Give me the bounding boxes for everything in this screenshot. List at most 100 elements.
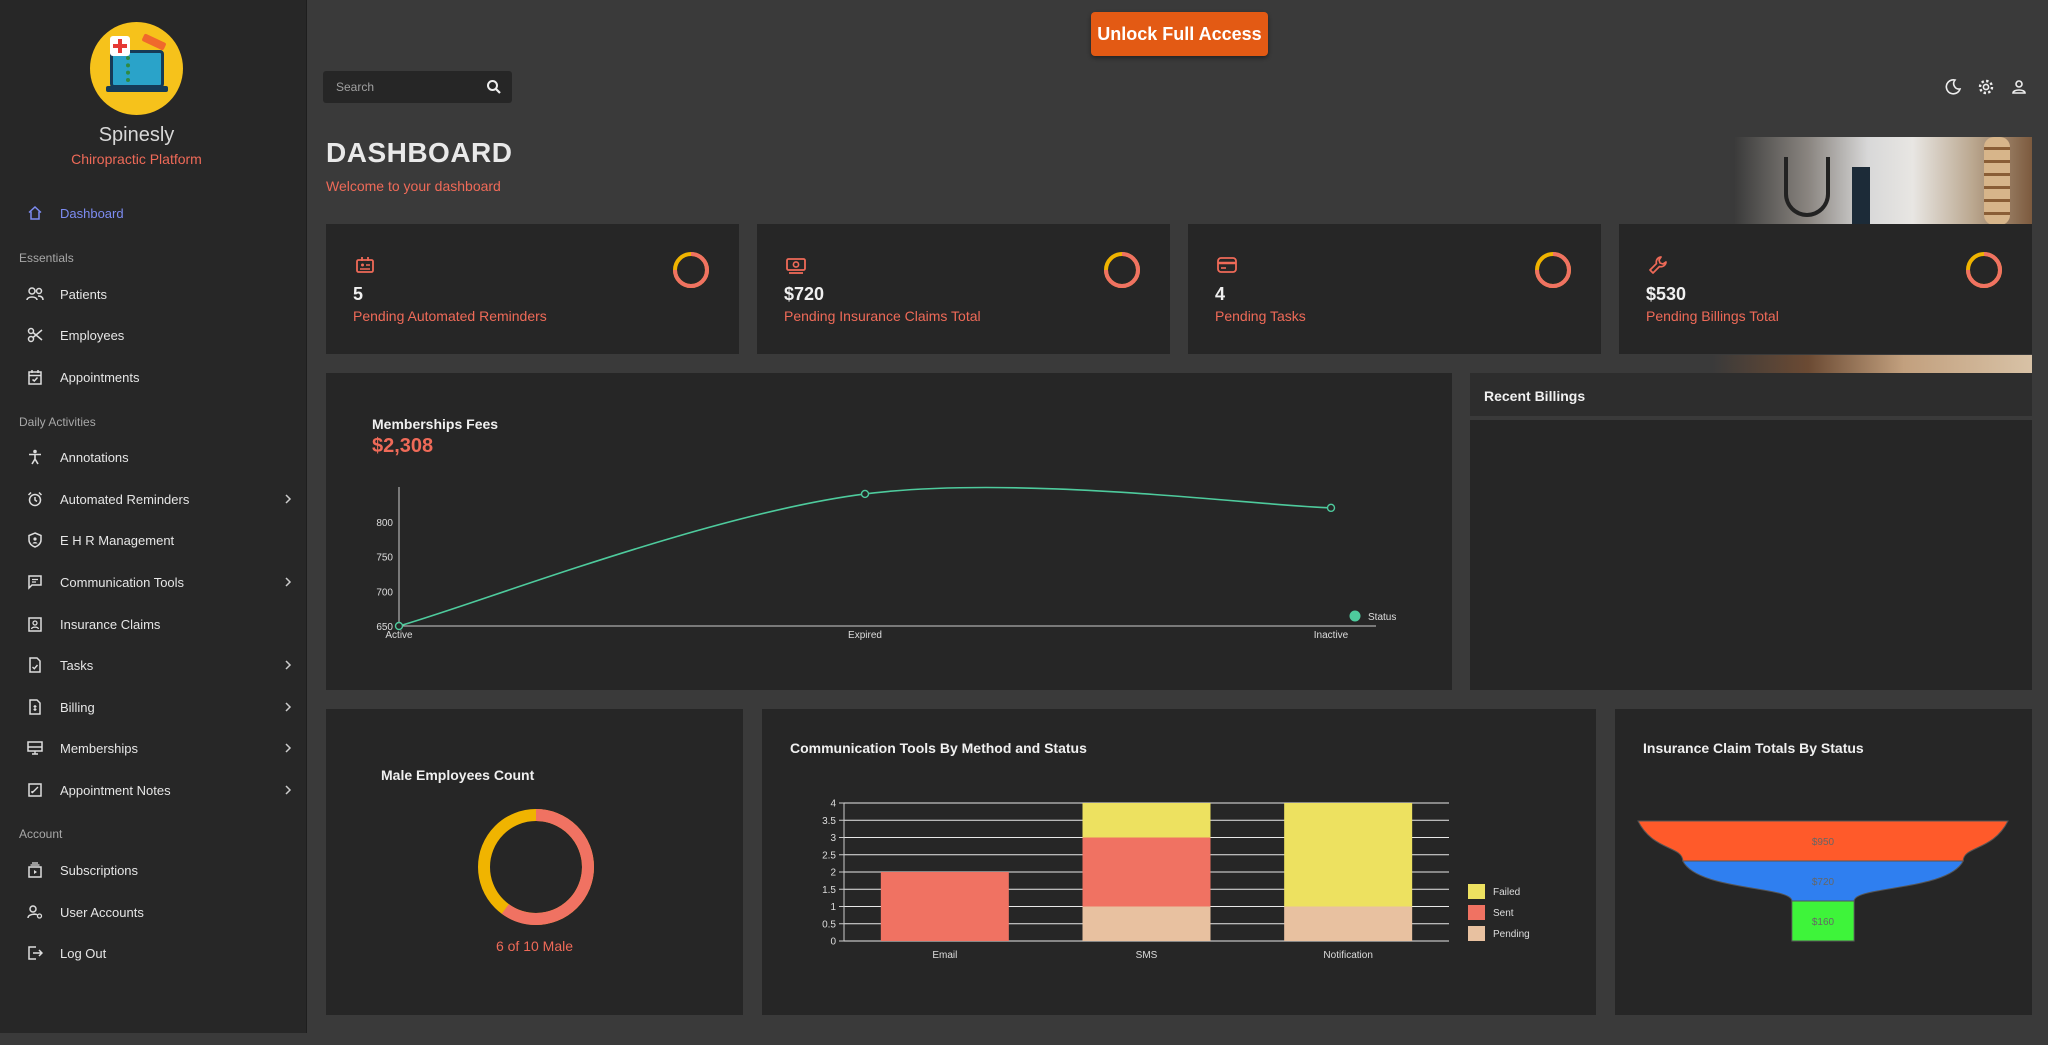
bar-segment-sent[interactable]: [880, 872, 1009, 941]
y-tick-label: 2: [830, 868, 836, 879]
x-tick-label: Active: [385, 630, 413, 641]
message-icon: [26, 573, 44, 591]
logout-icon: [26, 944, 44, 962]
sidebar-item-label: Tasks: [60, 657, 94, 673]
sidebar-item-label: Appointments: [60, 369, 140, 385]
search-input[interactable]: [323, 71, 478, 103]
y-tick-label: 0: [830, 937, 836, 948]
data-point[interactable]: [394, 621, 404, 631]
series-line: [398, 486, 1332, 627]
stat-card-insurance-claims[interactable]: $720 Pending Insurance Claims Total: [757, 224, 1170, 354]
stat-card-reminders[interactable]: 5 Pending Automated Reminders: [326, 224, 739, 354]
data-point[interactable]: [1326, 503, 1336, 513]
data-point[interactable]: [860, 489, 870, 499]
funnel-segment[interactable]: [1791, 900, 1855, 942]
donut-male-segment: [478, 809, 594, 925]
section-label-essentials: Essentials: [19, 251, 74, 265]
legend-label: Pending: [1493, 929, 1530, 940]
recent-billings-header: [1470, 373, 2032, 420]
funnel-label: $720: [1812, 877, 1835, 888]
sidebar-item-user-accounts[interactable]: User Accounts: [0, 894, 300, 930]
legend-label: Failed: [1493, 887, 1520, 898]
sidebar-item-appointment-notes[interactable]: Appointment Notes: [0, 772, 300, 808]
memberships-fees-card: Memberships Fees $2,308 650 700 750 800 Acti…: [326, 373, 1452, 690]
shield-icon: [26, 531, 44, 549]
y-tick-label: 1.5: [822, 885, 836, 896]
card-title: Communication Tools By Method and Status: [790, 740, 1087, 756]
sidebar-item-annotations[interactable]: Annotations: [0, 439, 300, 475]
stat-value: 4: [1215, 284, 1226, 304]
sidebar-item-appointments[interactable]: Appointments: [0, 359, 300, 395]
sidebar-item-label: Automated Reminders: [60, 491, 190, 507]
user-icon[interactable]: [2010, 78, 2028, 96]
sidebar-item-ehr-management[interactable]: E H R Management: [0, 522, 300, 558]
search-bar: [323, 71, 512, 103]
stat-label: Pending Insurance Claims Total: [784, 308, 981, 324]
dark-mode-icon[interactable]: [1944, 78, 1962, 96]
bar-segment-pending[interactable]: [1284, 906, 1413, 942]
stat-value: 5: [353, 284, 364, 304]
sidebar-item-label: Employees: [60, 327, 125, 343]
y-tick-label: 4: [830, 799, 836, 810]
stat-label: Pending Tasks: [1215, 308, 1306, 324]
recent-billings-card: Recent Billings: [1470, 373, 2032, 690]
app-name: Spinesly: [98, 124, 175, 146]
sidebar-item-tasks[interactable]: Tasks: [0, 647, 300, 683]
section-label-account: Account: [19, 827, 63, 841]
donut-caption: 6 of 10 Male: [495, 938, 574, 954]
legend-label: Sent: [1493, 908, 1514, 919]
communication-tools-card: Communication Tools By Method and Status…: [762, 709, 1596, 1015]
sidebar-item-communication-tools[interactable]: Communication Tools: [0, 564, 300, 600]
bar-segment-failed[interactable]: [1284, 803, 1413, 907]
chevron-right-icon: [285, 785, 292, 795]
search-icon[interactable]: [485, 78, 503, 96]
y-tick-label: 1: [830, 902, 836, 913]
sidebar-item-subscriptions[interactable]: Subscriptions: [0, 852, 300, 888]
sidebar-item-automated-reminders[interactable]: Automated Reminders: [0, 481, 300, 517]
unlock-full-access-button[interactable]: Unlock Full Access: [1091, 12, 1268, 56]
funnel-label: $160: [1812, 917, 1835, 928]
legend-swatch: [1468, 884, 1485, 899]
legend-label: Status: [1368, 612, 1396, 623]
memberships-total: $2,308: [372, 435, 434, 457]
people-icon: [26, 285, 44, 303]
sidebar-item-label: Annotations: [60, 449, 129, 465]
bar-segment-failed[interactable]: [1082, 803, 1211, 838]
gear-icon[interactable]: [1977, 78, 1995, 96]
card-title: Insurance Claim Totals By Status: [1643, 740, 1864, 756]
sidebar-item-log-out[interactable]: Log Out: [0, 935, 300, 971]
sidebar-item-dashboard[interactable]: Dashboard: [0, 195, 300, 231]
receipt-icon: [26, 698, 44, 716]
x-tick-label: Email: [932, 950, 957, 961]
stat-card-billings[interactable]: $530 Pending Billings Total: [1619, 224, 2032, 354]
sidebar-item-memberships[interactable]: Memberships: [0, 730, 300, 766]
progress-arc: [1104, 252, 1140, 288]
progress-arc: [1535, 252, 1571, 288]
y-tick-label: 700: [376, 587, 393, 598]
wrench-icon: [1649, 256, 1667, 274]
memberships-line-chart: 650 700 750 800 Active Expired Inactive Status: [376, 486, 1396, 641]
id-badge-icon: [26, 615, 44, 633]
contact-card-icon: [356, 257, 374, 273]
note-edit-icon: [26, 781, 44, 799]
sidebar-item-billing[interactable]: Billing: [0, 689, 300, 725]
x-tick-label: Notification: [1323, 950, 1372, 961]
scissors-icon: [26, 326, 44, 344]
sidebar-item-insurance-claims[interactable]: Insurance Claims: [0, 606, 300, 642]
stat-card-tasks[interactable]: 4 Pending Tasks: [1188, 224, 1601, 354]
app-tagline: Chiropractic Platform: [71, 151, 202, 167]
alarm-icon: [26, 490, 44, 508]
sidebar-item-label: Memberships: [60, 740, 139, 756]
y-tick-label: 2.5: [822, 850, 836, 861]
progress-ring: [1966, 252, 2002, 288]
chevron-right-icon: [285, 702, 292, 712]
bar-segment-sent[interactable]: [1082, 837, 1211, 907]
sidebar-item-patients[interactable]: Patients: [0, 276, 300, 312]
sidebar-item-label: Billing: [60, 699, 95, 715]
x-tick-label: Expired: [848, 630, 882, 641]
progress-ring: [1535, 252, 1571, 288]
app-logo: [90, 22, 183, 115]
bar-segment-pending[interactable]: [1082, 906, 1211, 942]
sidebar-item-employees[interactable]: Employees: [0, 317, 300, 353]
document-icon: [26, 656, 44, 674]
